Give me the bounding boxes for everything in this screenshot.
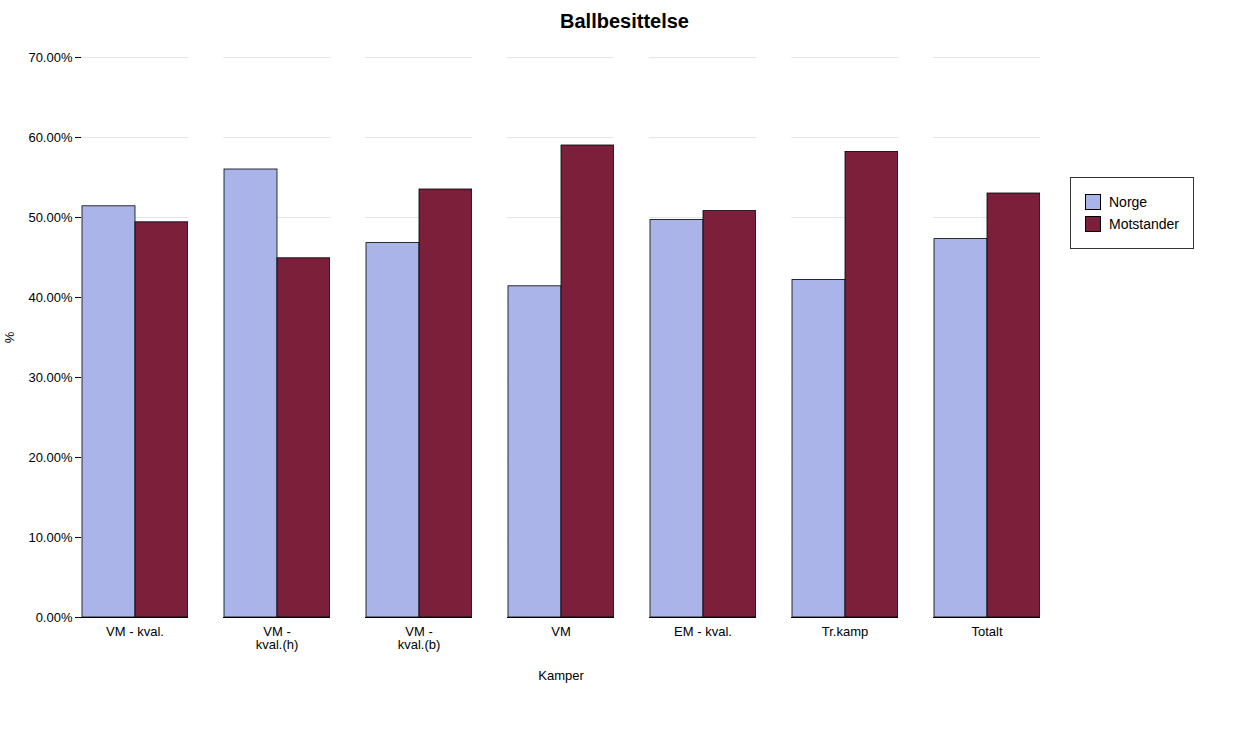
html-text:Motstander: Motstander: [1109, 216, 1179, 232]
svg-text:10.00%: 10.00%: [28, 530, 73, 545]
svg-text:0.00%: 0.00%: [36, 610, 73, 625]
svg-text:40.00%: 40.00%: [28, 290, 73, 305]
html-text:Ballbesittelse: Ballbesittelse: [560, 10, 689, 32]
html-text:Norge: Norge: [1109, 194, 1148, 210]
svg-text:20.00%: 20.00%: [28, 450, 73, 465]
svg-text:EM - kval.: EM - kval.: [674, 624, 732, 639]
svg-text:VM -kval.(b): VM -kval.(b): [398, 624, 441, 652]
svg-text:VM -kval.(h): VM -kval.(h): [256, 624, 299, 652]
svg-text:Kamper: Kamper: [538, 668, 584, 683]
svg-text:Tr.kamp: Tr.kamp: [822, 624, 868, 639]
svg-text:VM - kval.: VM - kval.: [106, 624, 164, 639]
svg-text:Totalt: Totalt: [971, 624, 1002, 639]
svg-text:%: %: [2, 331, 17, 343]
svg-text:VM: VM: [551, 624, 571, 639]
svg-text:30.00%: 30.00%: [28, 370, 73, 385]
svg-text:50.00%: 50.00%: [28, 210, 73, 225]
svg-text:70.00%: 70.00%: [28, 50, 73, 65]
svg-text:60.00%: 60.00%: [28, 130, 73, 145]
